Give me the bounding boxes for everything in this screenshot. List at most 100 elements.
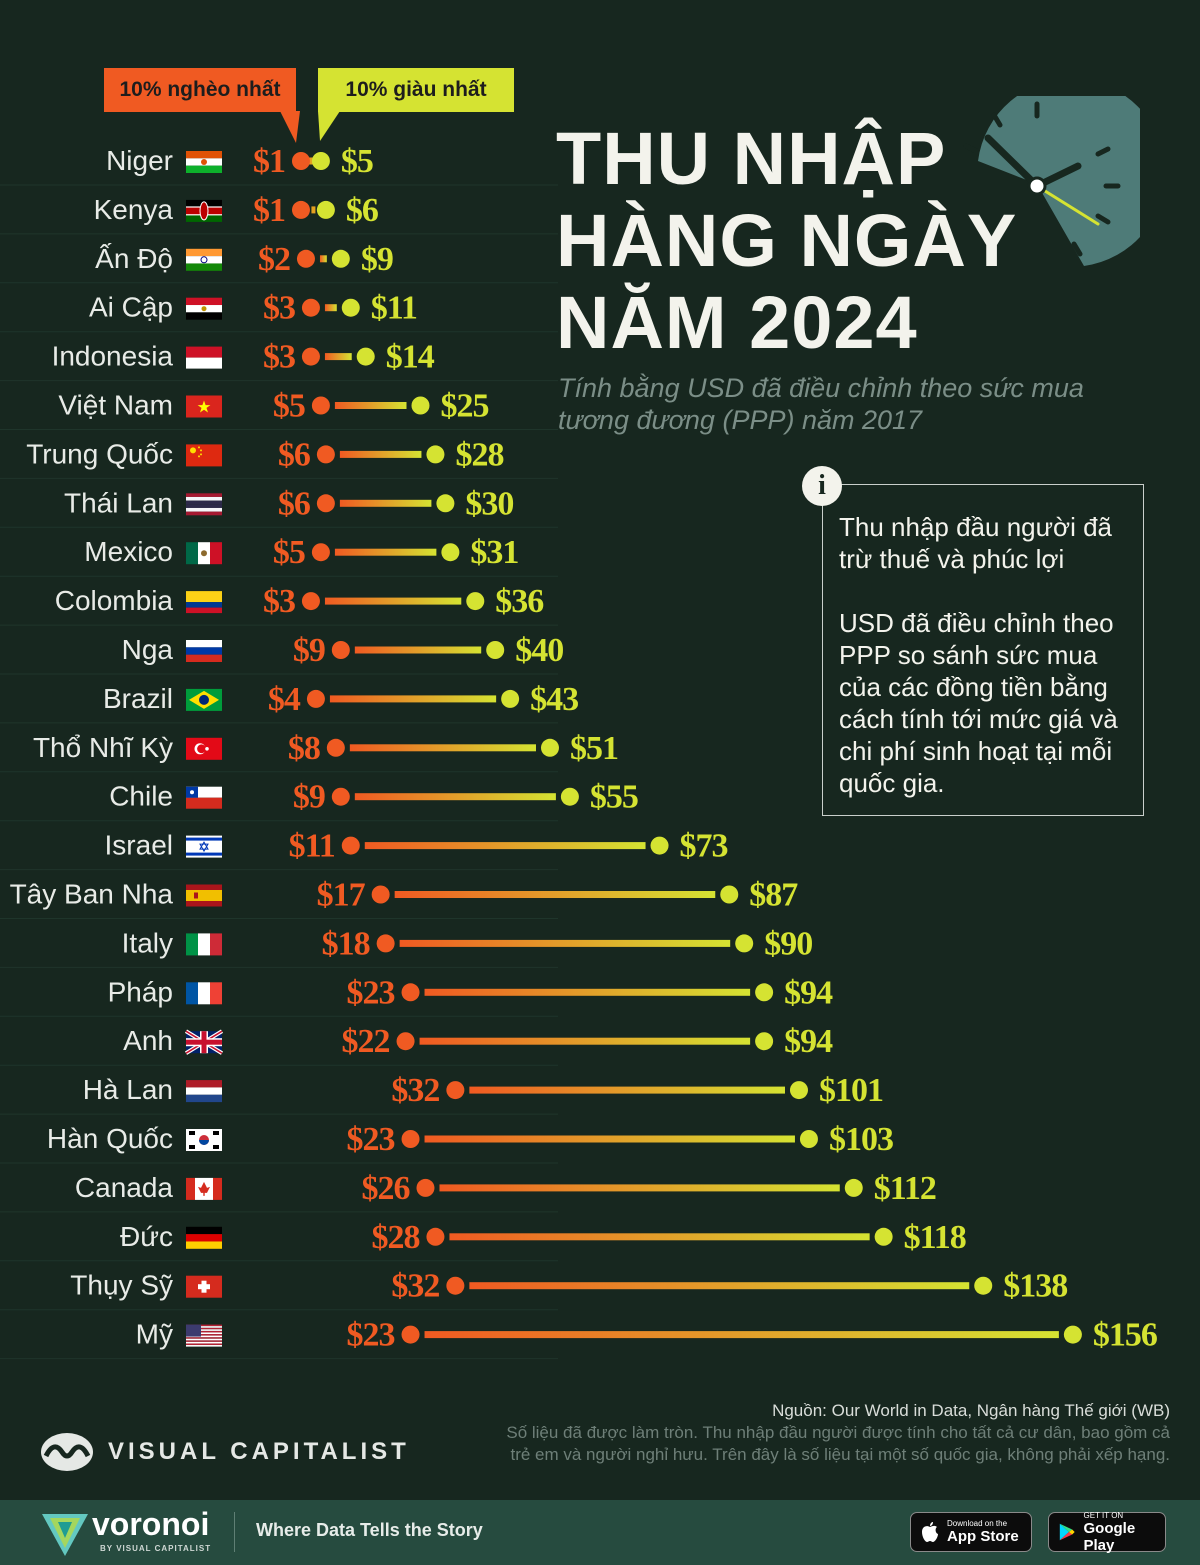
flag-part	[186, 1324, 222, 1327]
flag-part	[186, 654, 222, 662]
poorest-value-label: $3	[263, 339, 295, 376]
footer-tagline: Where Data Tells the Story	[256, 1520, 483, 1540]
israel-flag-icon	[186, 835, 222, 858]
richest-value-label: $25	[441, 388, 489, 425]
poorest-value-label: $17	[317, 877, 366, 914]
range-bar	[469, 1282, 970, 1290]
row-an-do: Ấn Độ $2 $9	[95, 241, 394, 278]
country-label: Thụy Sỹ	[70, 1270, 173, 1301]
niger-flag-icon	[186, 151, 222, 173]
poorest-value-label: $5	[273, 534, 305, 571]
country-label: Brazil	[103, 683, 173, 714]
richest-value-label: $40	[515, 632, 563, 669]
flag-part	[213, 1177, 222, 1200]
flag-part	[186, 312, 222, 320]
flag-part	[186, 1340, 222, 1342]
google-play-button[interactable]: GET IT ON Google Play	[1048, 1510, 1166, 1554]
country-label: Niger	[106, 145, 173, 176]
footer-divider	[234, 1512, 235, 1552]
flag-part	[186, 357, 222, 369]
richest-value-label: $31	[470, 534, 518, 571]
germany-flag-icon	[186, 1226, 222, 1249]
richest-value-label: $73	[680, 828, 728, 865]
range-bar	[364, 842, 646, 850]
poorest-value-label: $6	[278, 436, 310, 473]
range-bar	[311, 206, 316, 214]
google-play-small: GET IT ON	[1083, 1510, 1124, 1520]
poorest-point	[426, 1227, 445, 1246]
country-label: Hà Lan	[83, 1074, 173, 1105]
poorest-point	[446, 1081, 465, 1100]
flag-part	[210, 933, 222, 956]
range-bar	[329, 695, 497, 703]
flag-part	[186, 1335, 222, 1338]
flag-part	[189, 1145, 195, 1149]
richest-point	[799, 1130, 818, 1148]
range-bar	[324, 597, 462, 605]
voronoi-logo-icon[interactable]	[40, 1506, 90, 1558]
poorest-value-label: $18	[322, 925, 370, 962]
flag-part	[186, 1345, 222, 1347]
poorest-point	[301, 298, 320, 317]
poorest-point	[396, 1032, 415, 1051]
poorest-value-label: $23	[347, 1317, 395, 1354]
poorest-point	[311, 396, 330, 415]
poorest-value-label: $6	[278, 485, 310, 522]
flag-part	[186, 346, 222, 358]
poorest-point	[296, 249, 315, 268]
country-label: Israel	[105, 830, 173, 861]
richest-value-label: $36	[495, 583, 543, 620]
range-bar	[334, 402, 407, 409]
richest-value-label: $6	[346, 192, 378, 229]
richest-value-label: $55	[590, 779, 638, 816]
info-paragraph-1: Thu nhập đầu người đã trừ thuế và phúc l…	[839, 512, 1112, 574]
richest-point	[755, 1032, 774, 1051]
richest-point	[331, 249, 350, 268]
app-store-big: App Store	[947, 1528, 1019, 1545]
poorest-value-label: $28	[371, 1219, 419, 1256]
source-block: Nguồn: Our World in Data, Ngân hàng Thế …	[506, 1400, 1170, 1466]
app-store-button[interactable]: Download on the App Store	[910, 1512, 1032, 1552]
range-bar	[334, 548, 437, 556]
row-thai-lan: Thái Lan $6 $30	[64, 485, 514, 522]
footer-bar: voronoi BY VISUAL CAPITALIST Where Data …	[0, 1500, 1200, 1565]
flag-part	[186, 493, 222, 497]
info-icon: i	[802, 466, 842, 506]
flag-part	[186, 496, 222, 501]
kenya-flag-icon	[186, 199, 222, 222]
row-brazil: Brazil $4 $43	[103, 681, 579, 718]
flag-part	[186, 797, 222, 809]
flag-part	[194, 892, 198, 899]
flag-part	[186, 1094, 222, 1103]
row-indonesia: Indonesia $3 $14	[52, 339, 436, 376]
richest-value-label: $9	[361, 241, 393, 278]
range-bar	[449, 1233, 870, 1241]
voronoi-by-text: BY VISUAL CAPITALIST	[100, 1544, 212, 1553]
row-nga: Nga $9 $40	[122, 632, 565, 669]
poorest-point	[401, 1130, 420, 1148]
france-flag-icon	[186, 982, 222, 1005]
country-label: Kenya	[94, 194, 174, 225]
poorest-value-label: $11	[289, 828, 335, 865]
poorest-point	[371, 885, 390, 904]
flag-part	[186, 1327, 222, 1330]
india-flag-icon	[186, 248, 222, 271]
flag-part	[186, 647, 222, 655]
china-flag-icon	[186, 444, 222, 467]
richest-point	[789, 1081, 808, 1100]
brazil-flag-icon	[186, 688, 222, 711]
legend-richest: 10% giàu nhất	[318, 68, 514, 112]
row-my: Mỹ $23 $156	[136, 1317, 1158, 1354]
range-bar	[424, 1331, 1059, 1339]
country-label: Pháp	[108, 976, 173, 1007]
flag-part	[186, 542, 198, 565]
richest-value-label: $112	[874, 1170, 936, 1207]
voronoi-name[interactable]: voronoi	[92, 1506, 210, 1542]
poorest-point	[416, 1178, 435, 1197]
thailand-flag-icon	[186, 493, 222, 516]
flag-part	[186, 504, 222, 508]
poorest-point	[301, 347, 320, 366]
dumbbell-chart: Niger $1 $5 Kenya $1 $6 Ấn Độ $2 $9 Ai Cập $3 $11 In…	[0, 143, 1158, 1360]
poorest-point	[341, 836, 360, 855]
range-bar	[324, 353, 352, 361]
